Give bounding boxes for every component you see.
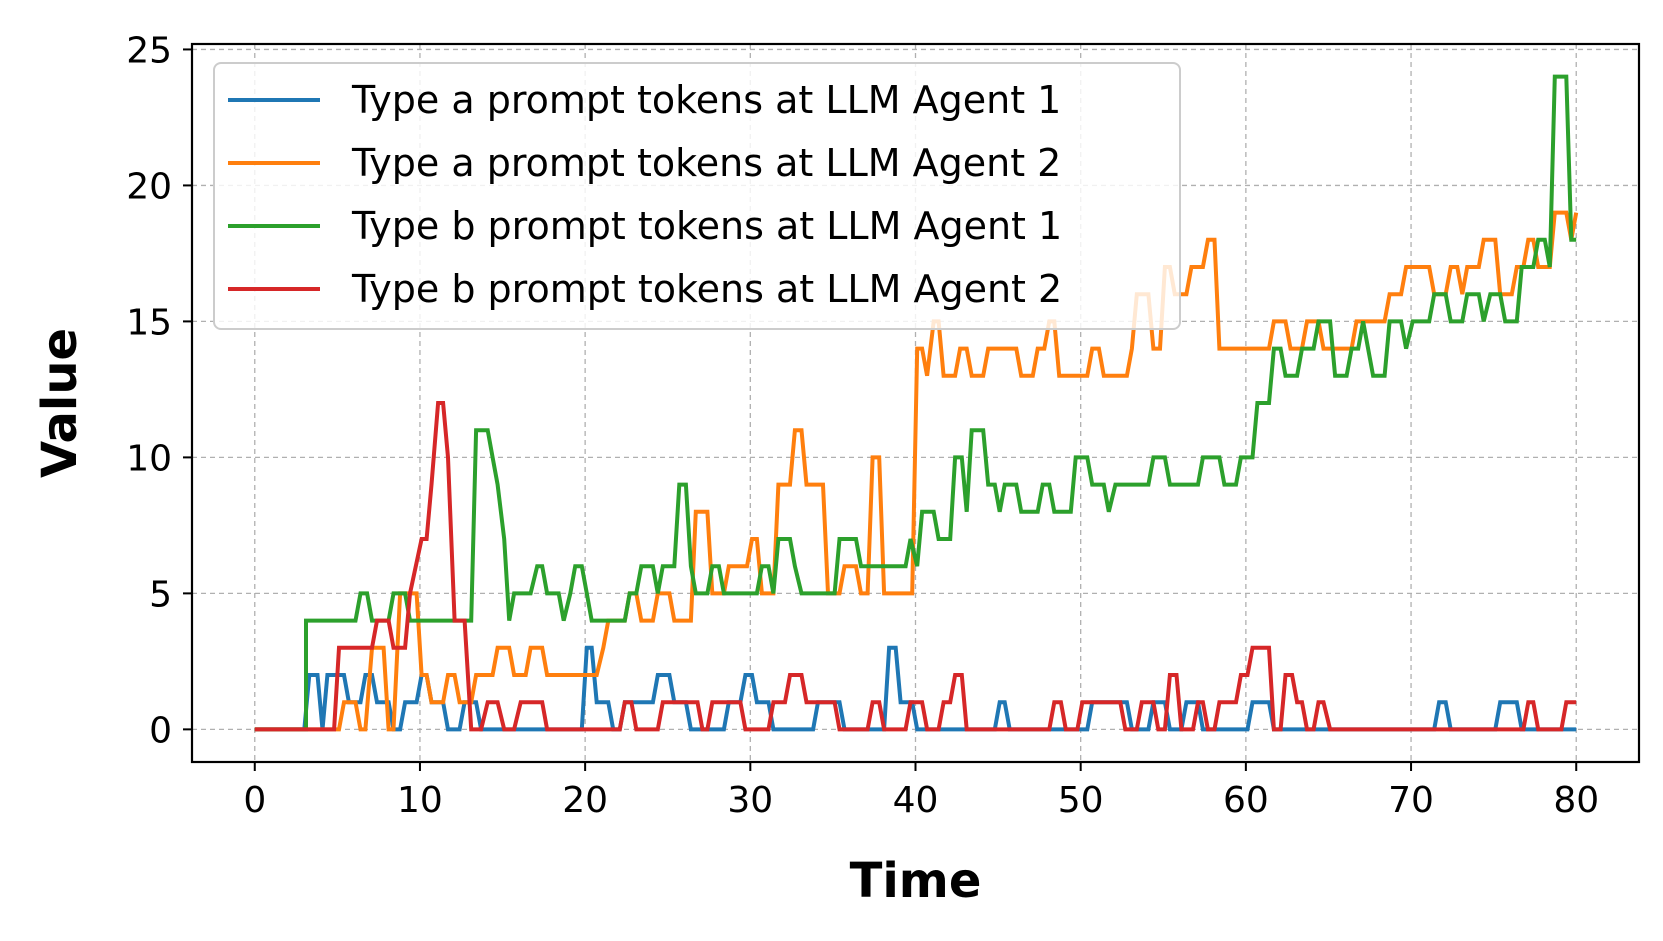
- y-tick-label: 0: [149, 710, 172, 751]
- series-line-3: [254, 74, 1577, 732]
- legend: Type a prompt tokens at LLM Agent 1 Type …: [213, 62, 1181, 330]
- legend-label: Type a prompt tokens at LLM Agent 1: [351, 78, 1061, 122]
- x-axis-title: Time: [850, 853, 982, 909]
- x-tick-label: 60: [1223, 780, 1269, 821]
- x-tick-label: 70: [1388, 780, 1434, 821]
- x-tick-label: 30: [727, 780, 773, 821]
- legend-label: Type a prompt tokens at LLM Agent 2: [351, 141, 1061, 185]
- y-axis-title: Value: [32, 328, 88, 478]
- x-tick-label: 40: [893, 780, 939, 821]
- series-line-4: [254, 401, 1577, 732]
- axis-ticks: 0 10 20 30 40 50 60 70 80 0 5 10 15 20 25: [126, 30, 1599, 821]
- x-tick-label: 50: [1058, 780, 1104, 821]
- legend-box: [213, 62, 1181, 330]
- y-tick-label: 20: [126, 166, 172, 207]
- x-tick-label: 0: [243, 780, 266, 821]
- series-line-1: [254, 645, 1577, 732]
- y-tick-label: 15: [126, 302, 172, 343]
- legend-label: Type b prompt tokens at LLM Agent 2: [351, 267, 1062, 311]
- x-tick-label: 10: [397, 780, 443, 821]
- x-tick-label: 80: [1553, 780, 1599, 821]
- y-tick-label: 25: [126, 30, 172, 71]
- x-tick-label: 20: [562, 780, 608, 821]
- y-tick-label: 10: [126, 438, 172, 479]
- series-group: [254, 74, 1579, 732]
- y-tick-label: 5: [149, 574, 172, 615]
- legend-label: Type b prompt tokens at LLM Agent 1: [351, 204, 1062, 248]
